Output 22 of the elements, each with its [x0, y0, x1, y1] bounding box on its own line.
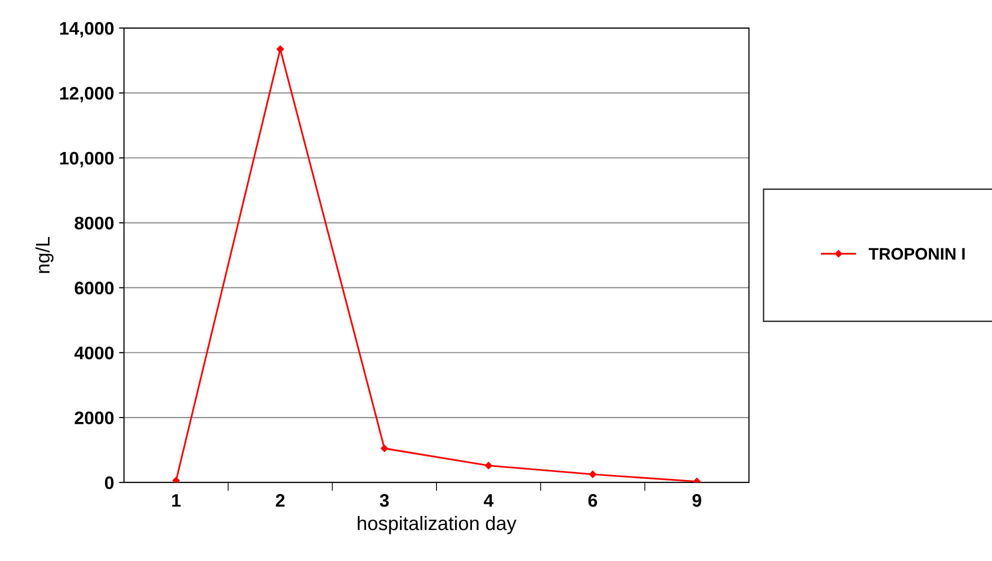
x-axis-title: hospitalization day [358, 516, 516, 534]
x-tick-label: 1 [172, 494, 181, 507]
legend-label: TROPONIN I [868, 248, 965, 260]
x-tick-label: 2 [276, 494, 285, 507]
point [172, 476, 180, 482]
point [589, 470, 596, 478]
x-tick-label: 9 [692, 494, 702, 507]
y-tick-label: 12,000 [60, 86, 114, 102]
y-tick-label: 14,000 [60, 22, 114, 38]
y-tick-label: 4000 [74, 346, 114, 360]
y-tick-label: 6000 [74, 282, 114, 294]
point [380, 444, 388, 452]
point [484, 462, 492, 470]
y-tick-label: 0 [104, 476, 114, 490]
y-tick-label: 10,000 [60, 152, 114, 168]
point [276, 46, 284, 53]
x-tick-label: 3 [380, 494, 389, 507]
y-tick-label: 8000 [74, 216, 114, 230]
y-axis-title: ng/L [35, 236, 54, 273]
y-tick-label: 2000 [74, 411, 114, 424]
x-tick-label: 4 [484, 494, 494, 507]
x-tick-label: 6 [588, 494, 598, 507]
